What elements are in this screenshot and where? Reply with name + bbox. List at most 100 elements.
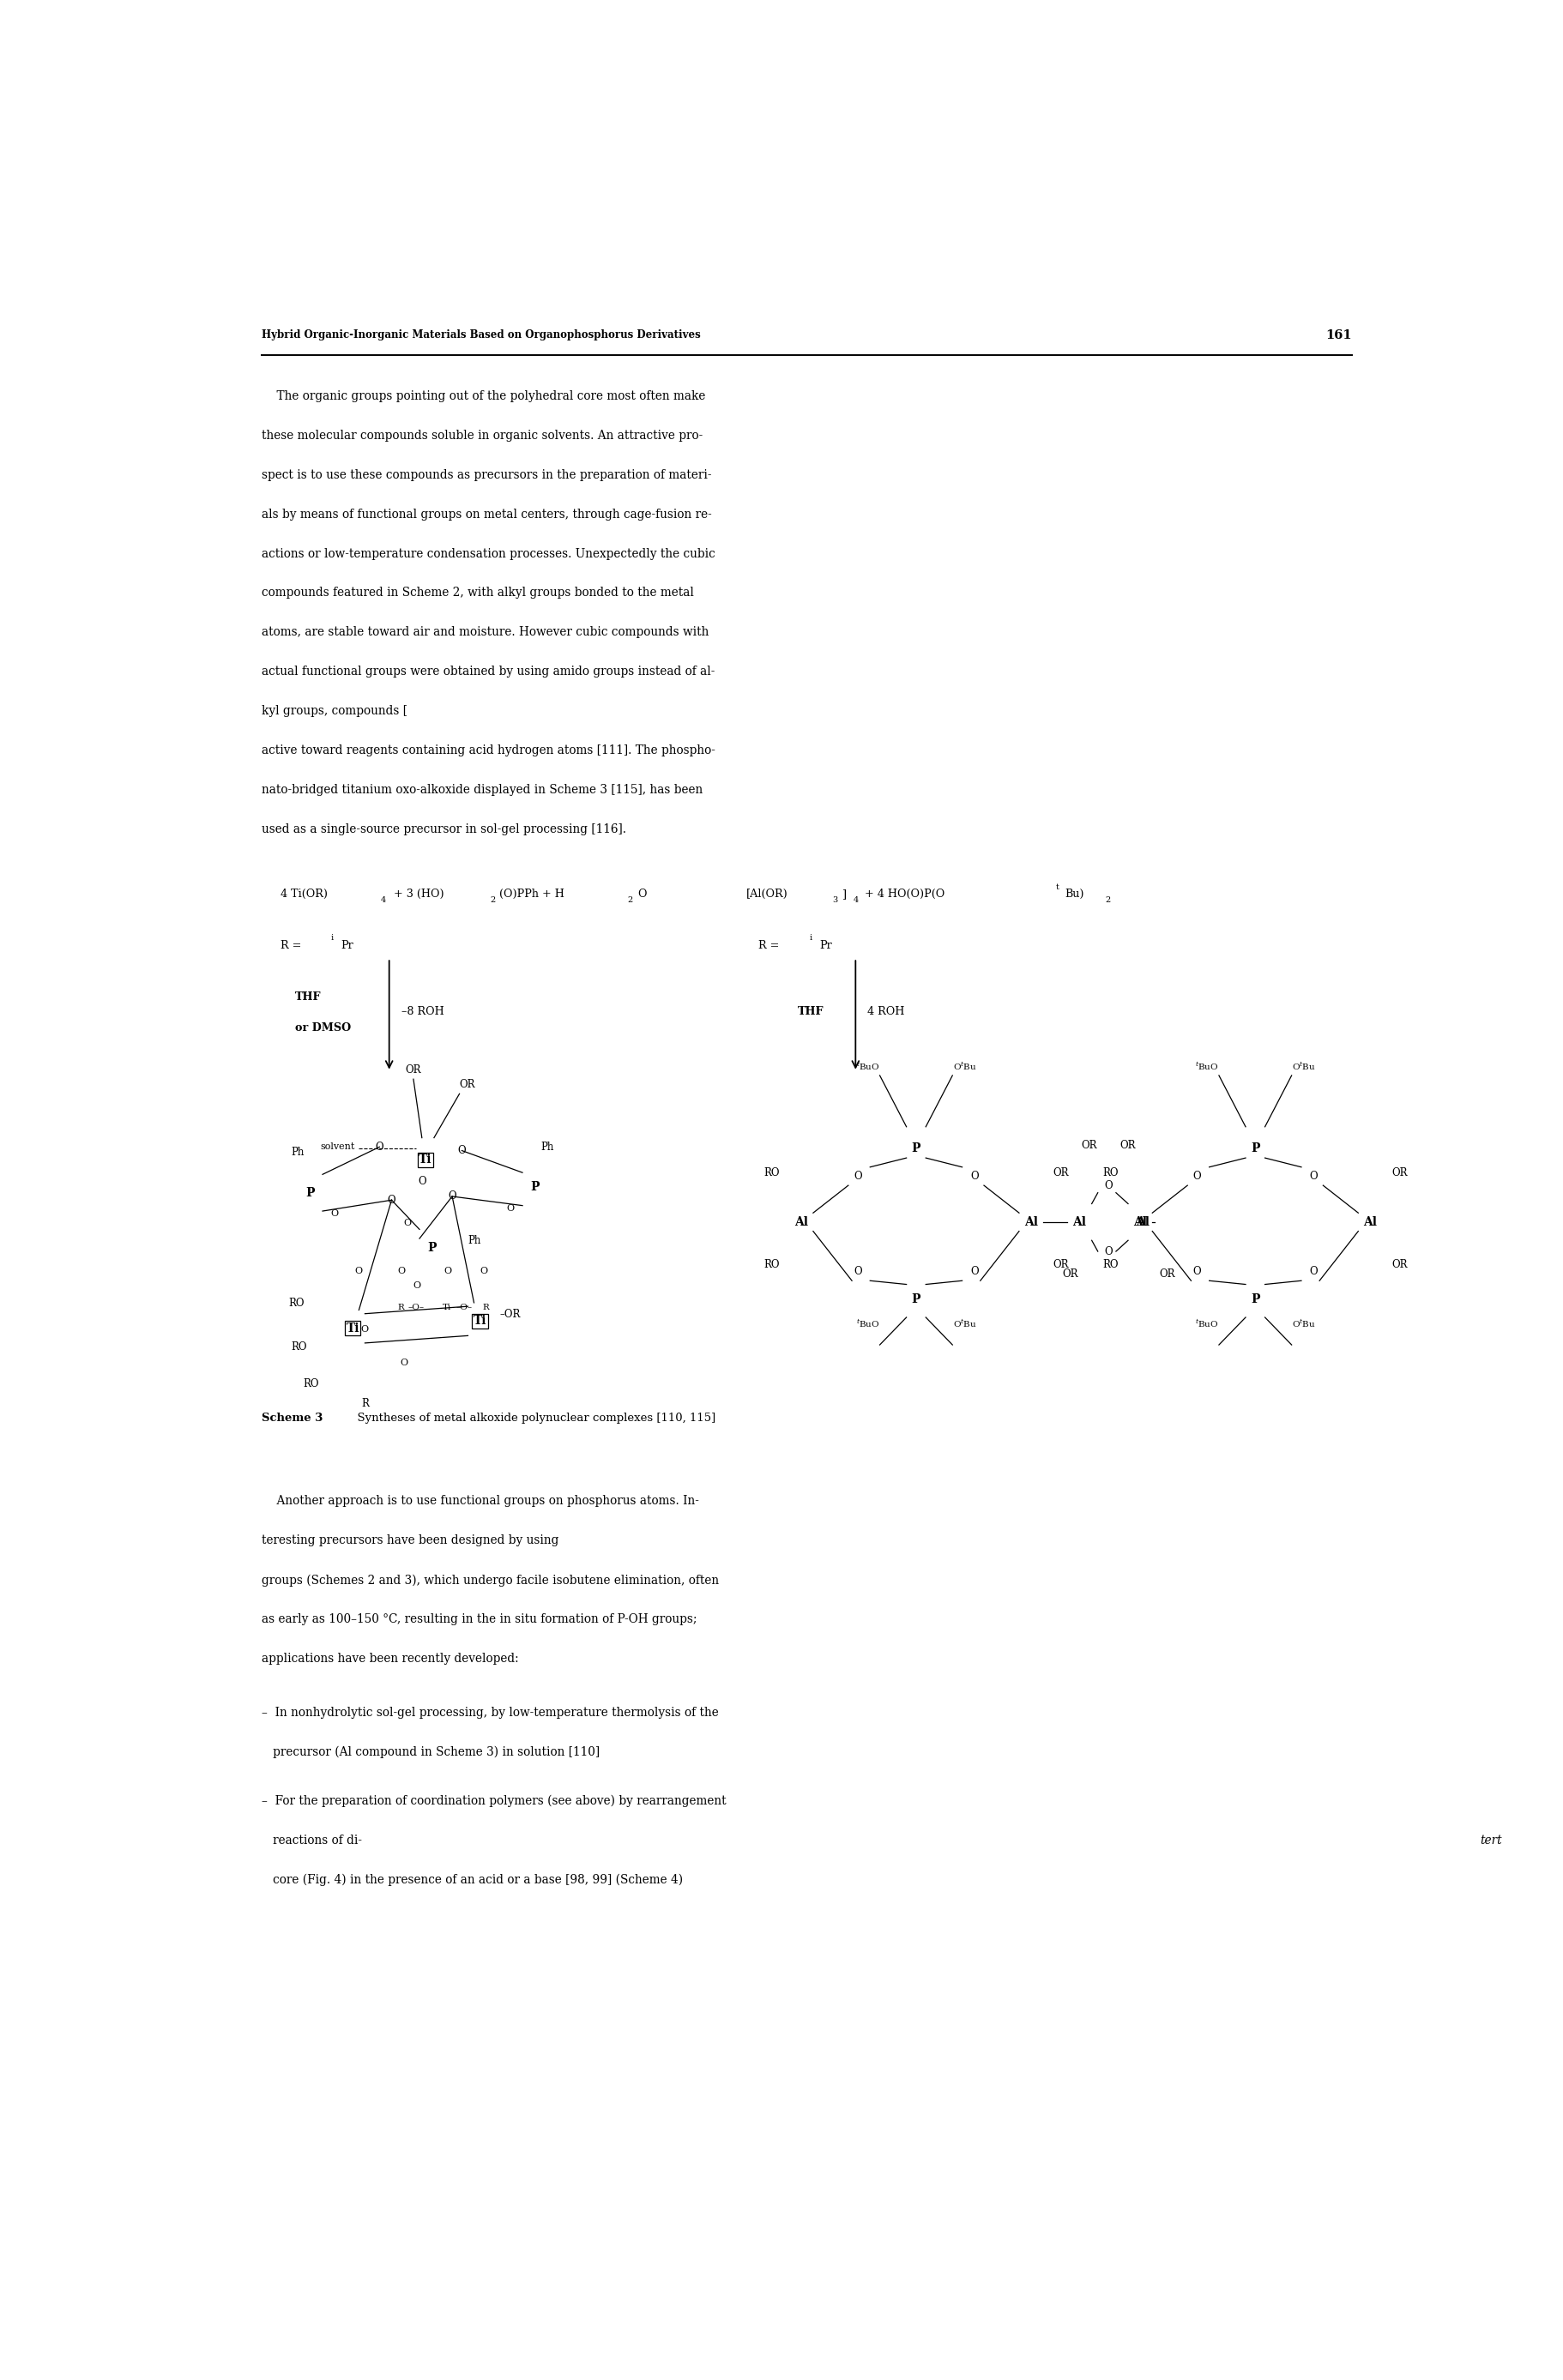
Text: O: O — [853, 1266, 863, 1278]
Text: $^{t}$BuO: $^{t}$BuO — [857, 1319, 880, 1328]
Text: 2: 2 — [628, 895, 633, 904]
Text: 2: 2 — [489, 895, 495, 904]
Text: OR: OR — [460, 1078, 475, 1090]
Text: P: P — [427, 1242, 436, 1254]
Text: teresting precursors have been designed by using: teresting precursors have been designed … — [263, 1535, 563, 1547]
Text: as early as 100–150 °C, resulting in the in situ formation of P-OH groups;: as early as 100–150 °C, resulting in the… — [263, 1614, 697, 1626]
Text: O: O — [853, 1171, 863, 1183]
Text: i: i — [810, 935, 813, 942]
Text: ]: ] — [842, 888, 847, 900]
Text: O: O — [400, 1359, 408, 1366]
Text: O: O — [458, 1145, 466, 1157]
Text: i: i — [331, 935, 334, 942]
Text: –O–: –O– — [456, 1304, 472, 1311]
Text: R: R — [361, 1397, 369, 1409]
Text: Pr: Pr — [341, 940, 353, 952]
Text: als by means of functional groups on metal centers, through cage-fusion re-: als by means of functional groups on met… — [263, 509, 713, 521]
Text: O: O — [1105, 1180, 1113, 1192]
Text: OR: OR — [1053, 1259, 1069, 1271]
Text: O: O — [971, 1171, 978, 1183]
Text: Ti: Ti — [442, 1304, 452, 1311]
Text: –O–: –O– — [408, 1304, 424, 1311]
Text: Ti: Ti — [345, 1323, 359, 1335]
Text: O: O — [444, 1266, 452, 1276]
Text: Al: Al — [794, 1216, 808, 1228]
Text: OR: OR — [1393, 1259, 1408, 1271]
Text: Al: Al — [1133, 1216, 1147, 1228]
Text: R: R — [483, 1304, 489, 1311]
Text: O$^{t}$Bu: O$^{t}$Bu — [953, 1319, 977, 1328]
Text: $^{t}$BuO: $^{t}$BuO — [1196, 1059, 1219, 1071]
Text: $^{t}$BuO: $^{t}$BuO — [857, 1059, 880, 1071]
Text: RO: RO — [291, 1342, 306, 1352]
Text: OR: OR — [1082, 1140, 1097, 1152]
Text: R =: R = — [280, 940, 305, 952]
Text: O$^{t}$Bu: O$^{t}$Bu — [953, 1059, 977, 1071]
Text: RO: RO — [1102, 1259, 1119, 1271]
Text: nato-bridged titanium oxo-alkoxide displayed in Scheme 3 [115], has been: nato-bridged titanium oxo-alkoxide displ… — [263, 783, 703, 795]
Text: Al: Al — [1072, 1216, 1086, 1228]
Text: O: O — [417, 1176, 427, 1188]
Text: O: O — [506, 1204, 514, 1214]
Text: 4: 4 — [381, 895, 386, 904]
Text: these molecular compounds soluble in organic solvents. An attractive pro-: these molecular compounds soluble in org… — [263, 428, 703, 440]
Text: precursor (Al compound in Scheme 3) in solution [110]: precursor (Al compound in Scheme 3) in s… — [263, 1747, 600, 1759]
Text: actions or low-temperature condensation processes. Unexpectedly the cubic: actions or low-temperature condensation … — [263, 547, 716, 559]
Text: applications have been recently developed:: applications have been recently develope… — [263, 1652, 519, 1664]
Text: t: t — [1055, 883, 1058, 890]
Text: Hybrid Organic-Inorganic Materials Based on Organophosphorus Derivatives: Hybrid Organic-Inorganic Materials Based… — [263, 328, 700, 340]
Text: R: R — [399, 1304, 405, 1311]
Text: RO: RO — [303, 1378, 319, 1390]
Text: 4 ROH: 4 ROH — [867, 1007, 905, 1016]
Text: (O)PPh + H: (O)PPh + H — [500, 888, 564, 900]
Text: core (Fig. 4) in the presence of an acid or a base [98, 99] (Scheme 4): core (Fig. 4) in the presence of an acid… — [263, 1873, 683, 1885]
Text: solvent: solvent — [320, 1142, 355, 1152]
Text: used as a single-source precursor in sol-gel processing [116].: used as a single-source precursor in sol… — [263, 823, 627, 835]
Text: or DMSO: or DMSO — [295, 1023, 350, 1033]
Text: Al: Al — [1024, 1216, 1038, 1228]
Text: –8 ROH: –8 ROH — [402, 1007, 444, 1016]
Text: + 4 HO(O)P(O: + 4 HO(O)P(O — [861, 888, 946, 900]
Text: THF: THF — [295, 990, 320, 1002]
Text: O: O — [638, 888, 647, 900]
Text: P: P — [306, 1188, 316, 1200]
Text: O: O — [388, 1195, 395, 1207]
Text: P: P — [911, 1142, 921, 1154]
Text: [Al(OR): [Al(OR) — [747, 888, 788, 900]
Text: P: P — [530, 1180, 539, 1192]
Text: O: O — [1193, 1266, 1202, 1278]
Text: RO: RO — [763, 1169, 780, 1178]
Text: O: O — [403, 1219, 411, 1228]
Text: 3: 3 — [833, 895, 838, 904]
Text: O$^{t}$Bu: O$^{t}$Bu — [1293, 1319, 1316, 1328]
Text: atoms, are stable toward air and moisture. However cubic compounds with: atoms, are stable toward air and moistur… — [263, 626, 710, 638]
Text: THF: THF — [797, 1007, 824, 1016]
Text: O: O — [331, 1209, 339, 1219]
Text: P: P — [911, 1292, 921, 1304]
Text: O: O — [449, 1190, 456, 1202]
Text: Ph: Ph — [291, 1147, 305, 1159]
Text: RO: RO — [763, 1259, 780, 1271]
Text: O$^{t}$Bu: O$^{t}$Bu — [1293, 1059, 1316, 1071]
Text: R =: R = — [758, 940, 783, 952]
Text: OR: OR — [1393, 1169, 1408, 1178]
Text: O: O — [1105, 1247, 1113, 1257]
Text: O: O — [355, 1266, 363, 1276]
Text: tert: tert — [1480, 1835, 1502, 1847]
Text: O: O — [1193, 1171, 1202, 1183]
Text: $^{t}$BuO: $^{t}$BuO — [1196, 1319, 1219, 1328]
Text: actual functional groups were obtained by using amido groups instead of al-: actual functional groups were obtained b… — [263, 666, 716, 678]
Text: O: O — [971, 1266, 978, 1278]
Text: spect is to use these compounds as precursors in the preparation of materi-: spect is to use these compounds as precu… — [263, 469, 711, 481]
Text: Another approach is to use functional groups on phosphorus atoms. In-: Another approach is to use functional gr… — [263, 1495, 699, 1507]
Text: active toward reagents containing acid hydrogen atoms [111]. The phospho-: active toward reagents containing acid h… — [263, 745, 716, 757]
Text: OR: OR — [405, 1064, 422, 1076]
Text: –OR: –OR — [500, 1309, 520, 1321]
Text: 2: 2 — [1105, 895, 1110, 904]
Text: O: O — [1310, 1266, 1318, 1278]
Text: OR: OR — [1053, 1169, 1069, 1178]
Text: 161: 161 — [1325, 328, 1352, 343]
Text: 4 Ti(OR): 4 Ti(OR) — [280, 888, 327, 900]
Text: Ti: Ti — [419, 1154, 433, 1166]
Text: Ph: Ph — [467, 1235, 481, 1247]
